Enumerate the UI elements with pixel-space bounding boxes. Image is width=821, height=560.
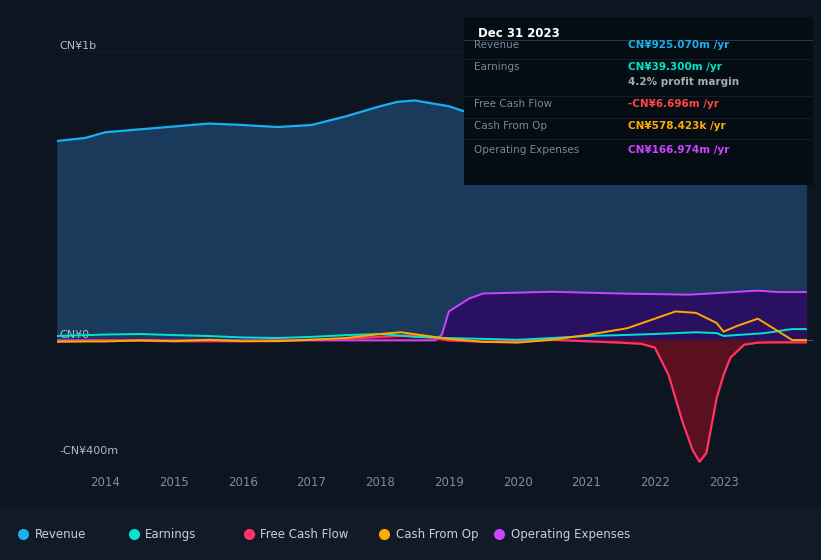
Text: Revenue: Revenue — [475, 40, 520, 50]
Text: CN¥39.300m /yr: CN¥39.300m /yr — [628, 62, 722, 72]
Text: 4.2% profit margin: 4.2% profit margin — [628, 77, 739, 87]
Text: CN¥1b: CN¥1b — [59, 41, 96, 52]
Text: Cash From Op: Cash From Op — [475, 121, 548, 131]
Text: Operating Expenses: Operating Expenses — [475, 144, 580, 155]
Text: -CN¥400m: -CN¥400m — [59, 446, 118, 456]
Text: Earnings: Earnings — [475, 62, 520, 72]
Text: CN¥925.070m /yr: CN¥925.070m /yr — [628, 40, 729, 50]
Text: CN¥166.974m /yr: CN¥166.974m /yr — [628, 144, 729, 155]
Text: -CN¥6.696m /yr: -CN¥6.696m /yr — [628, 99, 718, 109]
Text: Operating Expenses: Operating Expenses — [511, 528, 630, 541]
Text: Earnings: Earnings — [145, 528, 197, 541]
Text: Dec 31 2023: Dec 31 2023 — [478, 27, 560, 40]
Text: Free Cash Flow: Free Cash Flow — [260, 528, 349, 541]
Text: CN¥578.423k /yr: CN¥578.423k /yr — [628, 121, 726, 131]
Text: CN¥0: CN¥0 — [59, 330, 89, 340]
Text: Free Cash Flow: Free Cash Flow — [475, 99, 553, 109]
Text: Revenue: Revenue — [34, 528, 86, 541]
Text: Cash From Op: Cash From Op — [396, 528, 478, 541]
